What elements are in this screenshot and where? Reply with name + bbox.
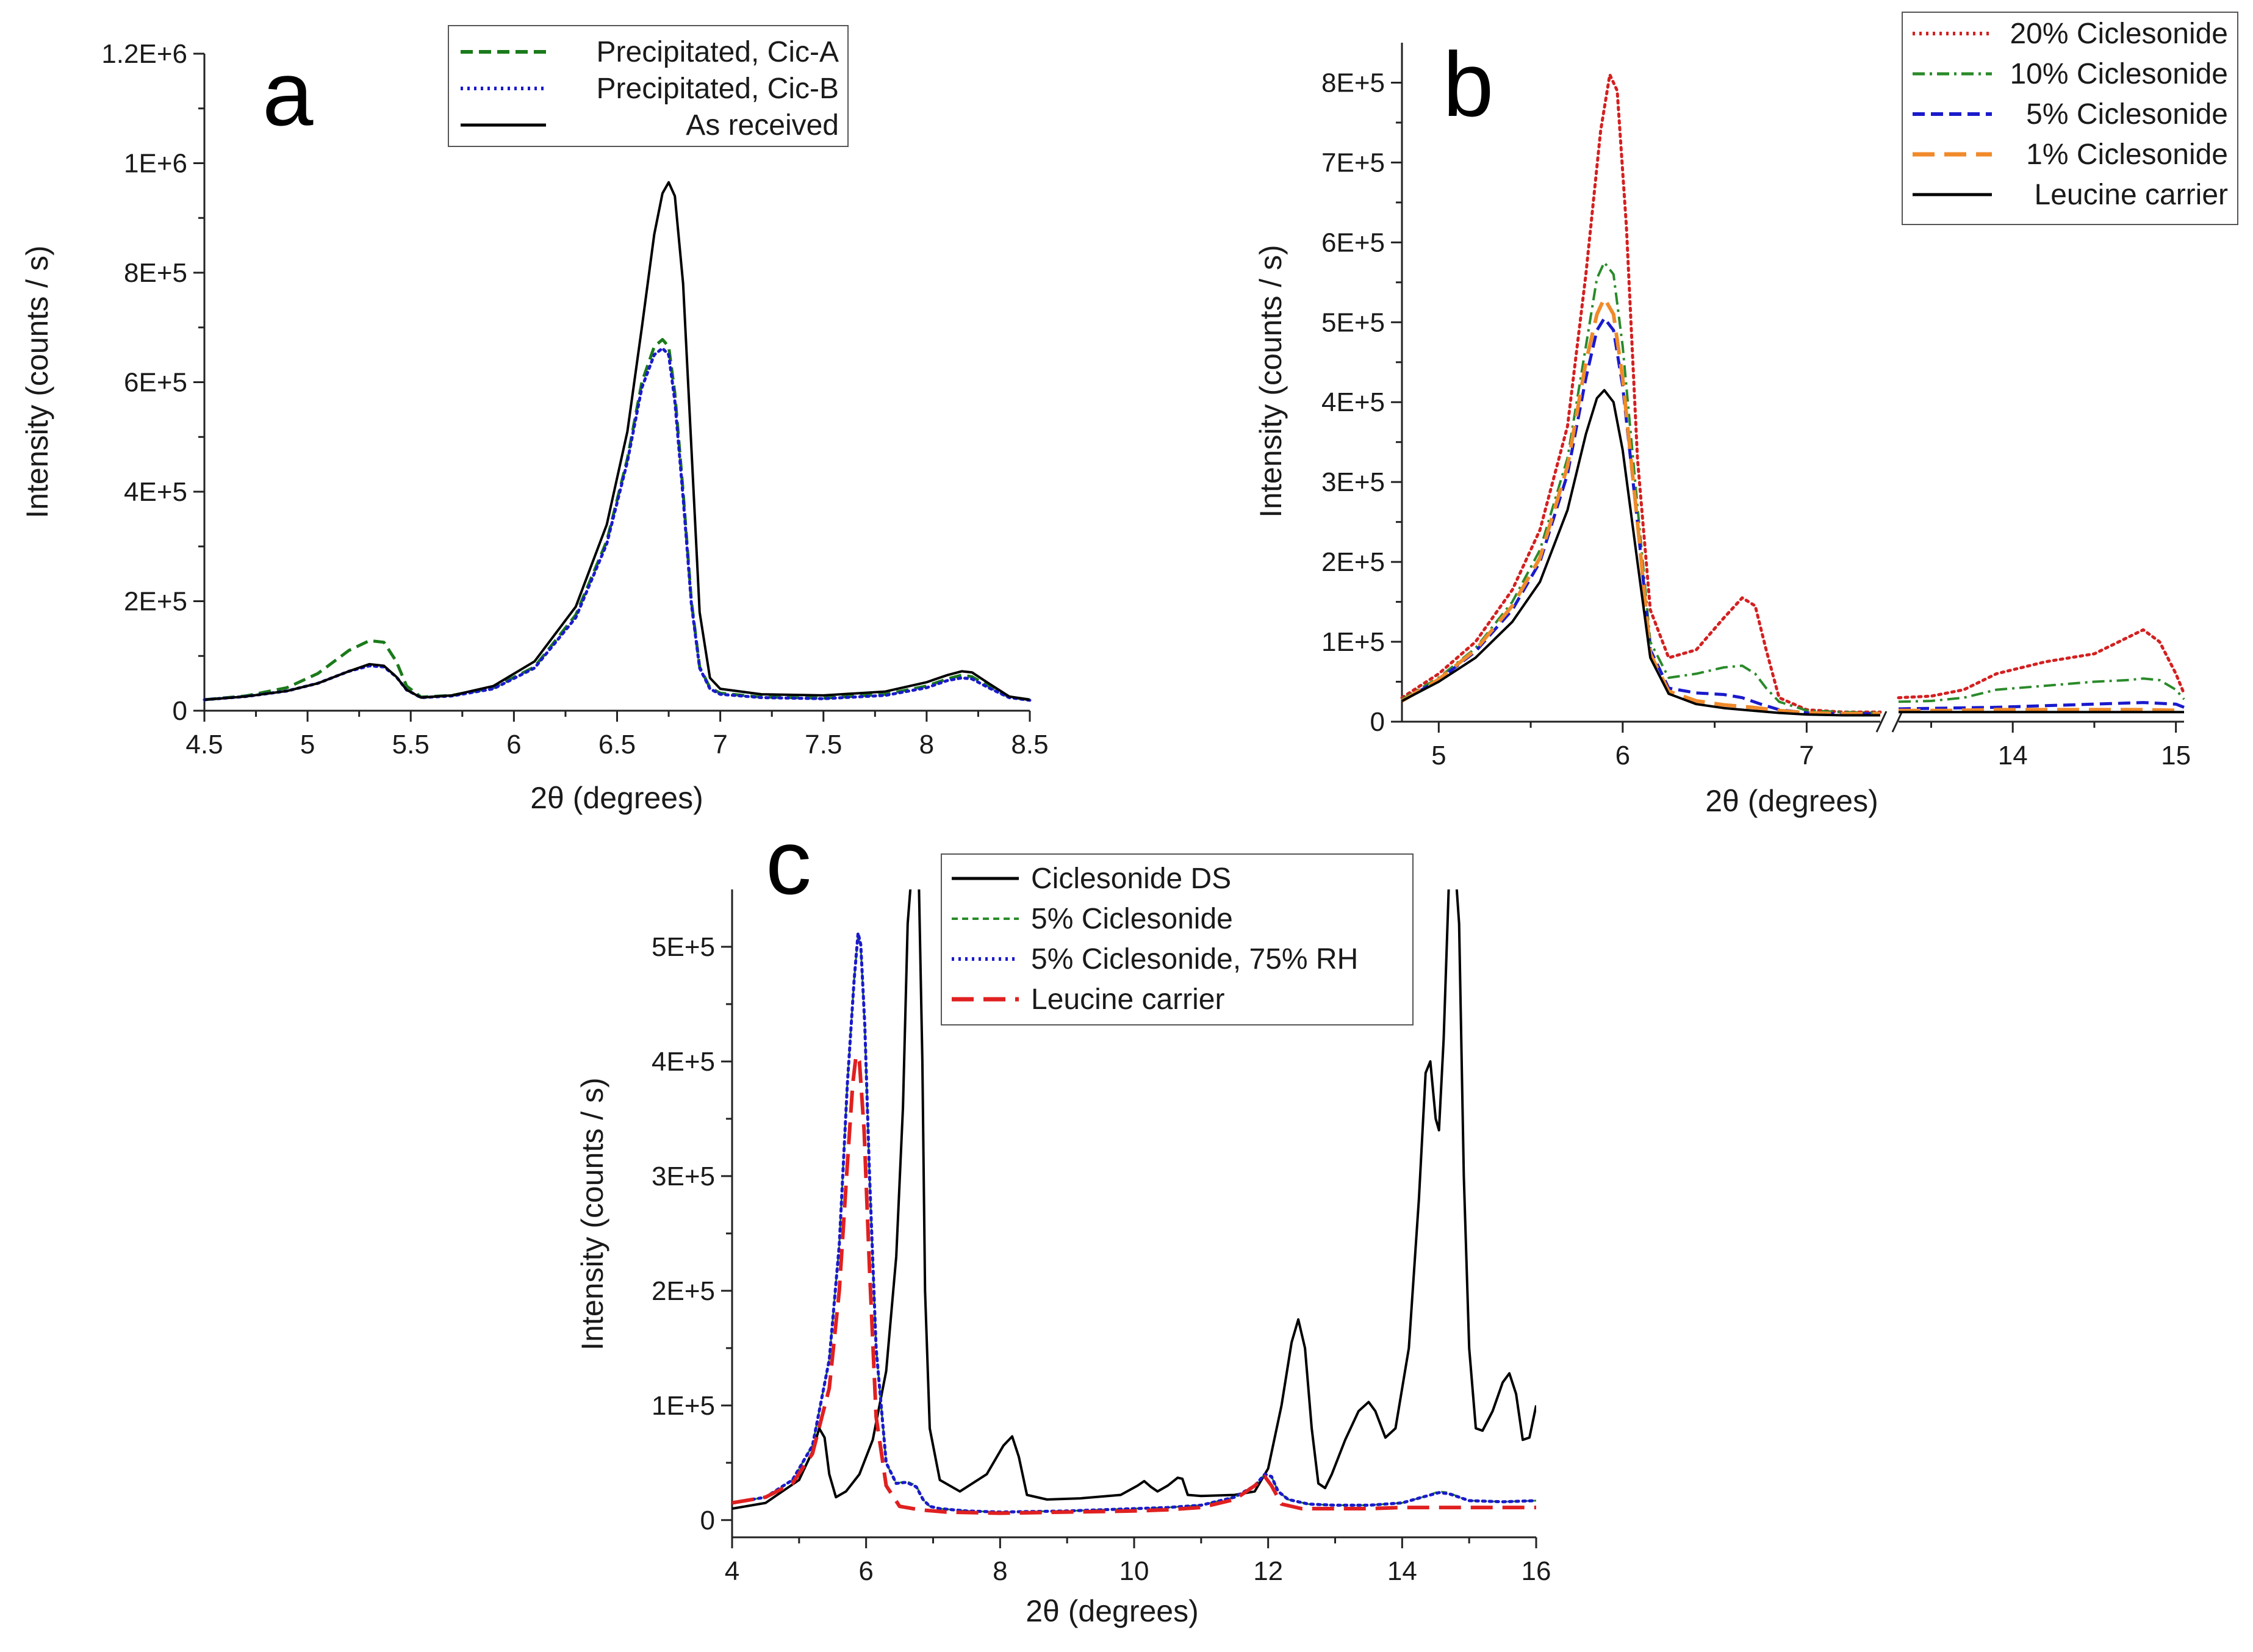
panel-b-legend-label-10-ciclesonide: 10% Ciclesonide	[2010, 58, 2228, 90]
panel-a-legend-label-precipitated-cic-b: Precipitated, Cic-B	[597, 73, 839, 105]
panel-b-y-tick-label: 1E+5	[1321, 627, 1385, 657]
panel-b-series-line-5-ciclesonide	[1898, 701, 2185, 711]
panel-c-x-tick-label: 8	[993, 1556, 1007, 1586]
panel-a-y-tick-label: 2E+5	[124, 587, 187, 617]
panel-a-x-tick-label: 6.5	[598, 730, 636, 760]
panel-a-x-tick-label: 8	[919, 730, 934, 760]
panel-c-series	[732, 889, 1536, 1515]
panel-b-y-tick-label: 2E+5	[1321, 547, 1385, 577]
panel-b-series-line-20-ciclesonide	[1400, 73, 1882, 714]
panel-b-x-tick-label: 5	[1431, 741, 1446, 770]
panel-b-series-line-1-ciclesonide	[1401, 296, 1880, 716]
panel-a-ticks: 0 2E+5 4E+5 6E+5 8E+5 1E+6 1.2E+6 4.5 5 5.5 6 6.5 7 7…	[101, 39, 1048, 760]
panel-b-series-line-1-ciclesonide	[1899, 708, 2185, 713]
panel-c-letter: c	[766, 811, 811, 913]
panel-a-x-tick-label: 7	[713, 730, 727, 760]
panel-b-x-tick-label: 7	[1799, 741, 1814, 770]
axis-break-icon	[1875, 711, 1903, 733]
panel-c-y-tick-label: 0	[700, 1506, 715, 1535]
panel-c-legend-label-5-ciclesonide: 5% Ciclesonide	[1031, 903, 1233, 935]
panel-a-x-tick-label: 5.5	[392, 730, 429, 760]
panel-a-x-tick-label: 5	[300, 730, 315, 760]
panel-a-y-tick-label: 4E+5	[124, 477, 187, 507]
panel-b-series-line-10-ciclesonide	[1898, 677, 2185, 703]
panel-b-letter: b	[1443, 33, 1493, 135]
panel-a-y-axis-label: Intensity (counts / s)	[20, 245, 54, 518]
panel-c-legend-label-5-ciclesonide-75-rh: 5% Ciclesonide, 75% RH	[1031, 943, 1358, 975]
panel-c-x-tick-label: 6	[858, 1556, 873, 1586]
panel-b-y-tick-label: 4E+5	[1321, 387, 1385, 417]
panel-c-x-tick-label: 16	[1522, 1556, 1551, 1586]
panel-c-legend-label-ciclesonide-ds: Ciclesonide DS	[1031, 863, 1231, 895]
panel-b-legend-label-5-ciclesonide: 5% Ciclesonide	[2026, 98, 2228, 131]
panel-a-legend-label-precipitated-cic-a: Precipitated, Cic-A	[597, 36, 839, 68]
panel-b-x-tick-label: 6	[1615, 741, 1630, 770]
panel-a-x-tick-label: 8.5	[1011, 730, 1048, 760]
panel-a-x-tick-label: 7.5	[805, 730, 842, 760]
panel-a-y-tick-label: 6E+5	[124, 368, 187, 398]
panel-a-y-tick-label: 0	[173, 696, 187, 726]
panel-c-x-tick-label: 10	[1119, 1556, 1149, 1586]
panel-b-x-tick-label: 14	[1998, 741, 2028, 770]
panel-c-x-tick-label: 14	[1387, 1556, 1417, 1586]
panel-b-series-line-20-ciclesonide	[1897, 628, 2186, 700]
panel-c-series-line-leucine-carrier	[732, 1054, 1536, 1515]
panel-c-legend-box	[941, 853, 1414, 1025]
panel-b-series-line-leucine-carrier	[1401, 389, 1880, 717]
panel-b-y-axis-label: Intensity (counts / s)	[1254, 245, 1288, 517]
panel-a-legend: Precipitated, Cic-A Precipitated, Cic-B As…	[448, 25, 849, 147]
panel-b-y-tick-label: 6E+5	[1321, 228, 1385, 257]
panel-c: c 0 1E+5 2E+5 3E+5 4E+5 5E+5 4 6 8 10 12 14 16 2θ (d…	[575, 811, 1551, 1628]
panel-c-y-axis-label: Intensity (counts / s)	[575, 1077, 609, 1350]
panel-a-letter: a	[262, 42, 314, 145]
panel-c-ticks: 0 1E+5 2E+5 3E+5 4E+5 5E+5 4 6 8 10 12 14 16	[652, 932, 1551, 1586]
panel-c-y-tick-label: 3E+5	[652, 1162, 715, 1191]
panel-c-legend: Ciclesonide DS 5% Ciclesonide 5% Ciclesoni…	[941, 853, 1414, 1025]
panel-a-x-tick-label: 4.5	[185, 730, 223, 760]
panel-b-legend-label-leucine-carrier: Leucine carrier	[2035, 179, 2229, 211]
panel-b-y-tick-label: 0	[1370, 707, 1385, 737]
panel-b-legend: 20% Ciclesonide 10% Ciclesonide 5% Cicleso…	[1902, 12, 2238, 225]
panel-b-y-tick-label: 3E+5	[1321, 467, 1385, 497]
panel-c-legend-label-leucine-carrier: Leucine carrier	[1031, 983, 1225, 1016]
panel-b-legend-label-20-ciclesonide: 20% Ciclesonide	[2010, 18, 2228, 50]
panel-b-legend-label-1-ciclesonide: 1% Ciclesonide	[2026, 138, 2228, 171]
panel-b: b 0 1E+5 2E+5 3E+5 4E+5 5E+5 6E+5 7E+5 8E+5 5 6 7 14…	[1254, 12, 2238, 818]
panel-c-y-tick-label: 1E+5	[652, 1391, 715, 1421]
panel-b-legend-box	[1902, 12, 2238, 225]
panel-c-y-tick-label: 2E+5	[652, 1276, 715, 1306]
panel-c-x-axis-label: 2θ (degrees)	[1026, 1594, 1199, 1628]
panel-a-series	[203, 181, 1032, 702]
panel-b-series-line-5-ciclesonide	[1401, 317, 1880, 716]
panel-c-x-tick-label: 4	[725, 1556, 739, 1586]
panel-a: a 0 2E+5 4E+5 6E+5 8E+5 1E+6 1.2E+6 4.5 5 5.5 6 6.5…	[20, 25, 1049, 815]
panel-a-x-tick-label: 6	[506, 730, 521, 760]
panel-c-y-tick-label: 4E+5	[652, 1047, 715, 1077]
panel-a-y-tick-label: 1E+6	[124, 149, 187, 179]
panel-a-series-line-as-received	[204, 181, 1030, 701]
panel-a-x-axis-label: 2θ (degrees)	[530, 781, 703, 815]
panel-b-y-tick-label: 8E+5	[1321, 68, 1385, 98]
panel-c-x-tick-label: 12	[1253, 1556, 1283, 1586]
panel-a-series-line-precipitated-cic-a	[204, 338, 1030, 702]
panel-a-legend-label-as-received: As received	[686, 109, 839, 142]
panel-b-x-axis-label: 2θ (degrees)	[1705, 784, 1878, 818]
panel-a-y-tick-label: 1.2E+6	[101, 39, 187, 69]
panel-b-series	[1400, 73, 2186, 717]
panel-b-x-tick-label: 15	[2161, 741, 2191, 770]
panel-b-y-tick-label: 7E+5	[1321, 148, 1385, 178]
panel-c-y-tick-label: 5E+5	[652, 932, 715, 962]
panel-b-ticks: 0 1E+5 2E+5 3E+5 4E+5 5E+5 6E+5 7E+5 8E+5 5 6 7 14 15	[1321, 68, 2191, 770]
panel-c-series-line-ciclesonide-ds	[732, 889, 1536, 1510]
panel-b-y-tick-label: 5E+5	[1321, 307, 1385, 337]
panel-a-y-tick-label: 8E+5	[124, 258, 187, 288]
